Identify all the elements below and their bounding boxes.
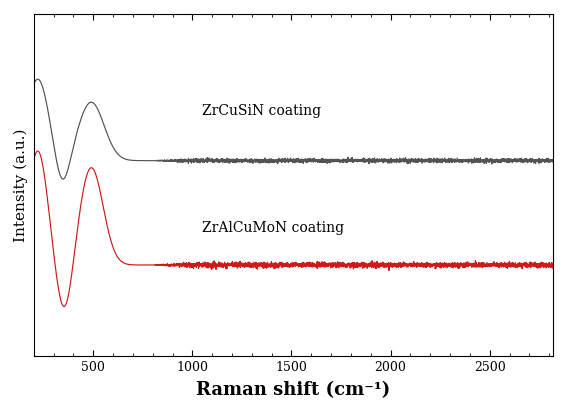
Y-axis label: Intensity (a.u.): Intensity (a.u.) bbox=[14, 128, 28, 242]
Text: ZrAlCuMoN coating: ZrAlCuMoN coating bbox=[202, 221, 344, 235]
Text: ZrCuSiN coating: ZrCuSiN coating bbox=[202, 104, 321, 118]
X-axis label: Raman shift (cm⁻¹): Raman shift (cm⁻¹) bbox=[196, 381, 391, 399]
